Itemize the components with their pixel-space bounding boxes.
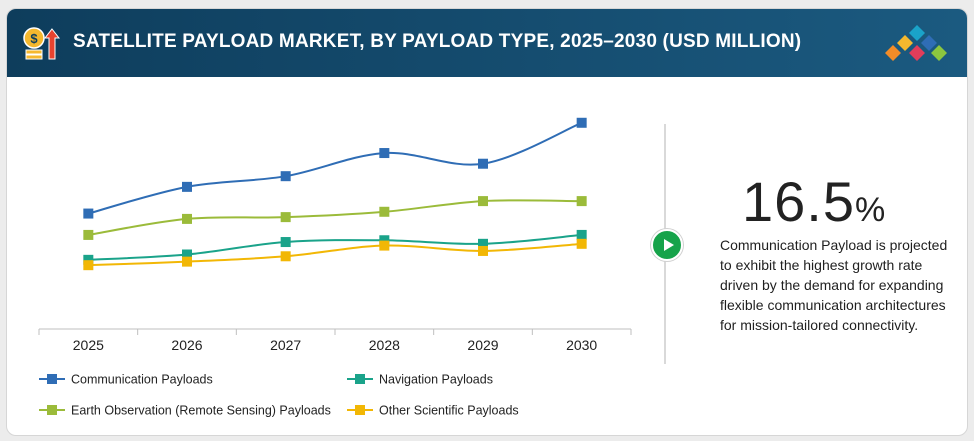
x-tick-label: 2026 (171, 337, 202, 353)
data-point-earth-observation-remote-sensing-payloads (478, 196, 488, 207)
series-line-other-scientific-payloads (88, 242, 582, 267)
data-point-earth-observation-remote-sensing-payloads (280, 212, 291, 223)
play-icon[interactable] (651, 229, 683, 261)
data-point-navigation-payloads (280, 237, 291, 248)
data-point-communication-payloads (478, 158, 488, 169)
x-tick-label: 2028 (369, 337, 400, 353)
data-point-navigation-payloads (83, 254, 94, 265)
svg-text:$: $ (30, 31, 38, 46)
x-tick-label: 2030 (566, 337, 597, 353)
growth-rate-unit: % (855, 191, 886, 229)
series-line-communication-payloads (88, 121, 583, 215)
infographic-card: $ SATELLITE PAYLOAD MARKET, BY PAYLOAD T… (6, 8, 968, 436)
data-point-other-scientific-payloads (379, 240, 390, 251)
growth-rate-value: 16.5 (742, 170, 855, 233)
data-point-navigation-payloads (379, 235, 390, 246)
data-point-other-scientific-payloads (478, 245, 488, 256)
x-tick-label: 2025 (73, 337, 104, 353)
data-point-other-scientific-payloads (182, 256, 192, 267)
data-point-communication-payloads (576, 117, 587, 128)
data-point-earth-observation-remote-sensing-payloads (83, 229, 94, 240)
growth-stat: 16.5% (742, 169, 885, 234)
data-point-other-scientific-payloads (280, 251, 291, 262)
legend-label-communication-payloads: Communication Payloads (71, 373, 213, 387)
legend-marker-communication-payloads (47, 374, 57, 384)
data-point-communication-payloads (379, 148, 390, 159)
data-point-communication-payloads (182, 181, 192, 192)
series-line-earth-observation-remote-sensing-payloads (88, 199, 582, 236)
series-line-navigation-payloads (88, 233, 582, 261)
data-point-earth-observation-remote-sensing-payloads (576, 196, 587, 207)
data-point-navigation-payloads (182, 249, 192, 260)
money-growth-icon: $ (23, 27, 61, 60)
chart-title: SATELLITE PAYLOAD MARKET, BY PAYLOAD TYP… (73, 31, 802, 52)
data-point-earth-observation-remote-sensing-payloads (182, 213, 192, 224)
data-point-communication-payloads (83, 208, 94, 219)
legend-marker-earth-observation-remote-sensing-payloads (47, 405, 57, 415)
x-tick-label: 2027 (270, 337, 301, 353)
legend-label-earth-observation-remote-sensing-payloads: Earth Observation (Remote Sensing) Paylo… (71, 404, 331, 418)
header-bar: $ SATELLITE PAYLOAD MARKET, BY PAYLOAD T… (7, 9, 967, 77)
data-point-communication-payloads (280, 171, 291, 182)
data-point-navigation-payloads (576, 229, 587, 240)
legend-label-other-scientific-payloads: Other Scientific Payloads (379, 404, 519, 418)
data-point-earth-observation-remote-sensing-payloads (379, 206, 390, 217)
legend-marker-navigation-payloads (355, 374, 365, 384)
data-point-navigation-payloads (478, 238, 488, 249)
line-chart: 2025 2026 2027 2028 2029 2030 Communication Pa… (38, 117, 632, 418)
legend-label-navigation-payloads: Navigation Payloads (379, 373, 493, 387)
data-point-other-scientific-payloads (576, 238, 587, 249)
legend-marker-other-scientific-payloads (355, 405, 365, 415)
data-point-other-scientific-payloads (83, 260, 94, 271)
x-tick-label: 2029 (467, 337, 498, 353)
diamond-logo-icon (885, 25, 947, 61)
growth-description: Communication Payload is projected to ex… (720, 237, 948, 333)
